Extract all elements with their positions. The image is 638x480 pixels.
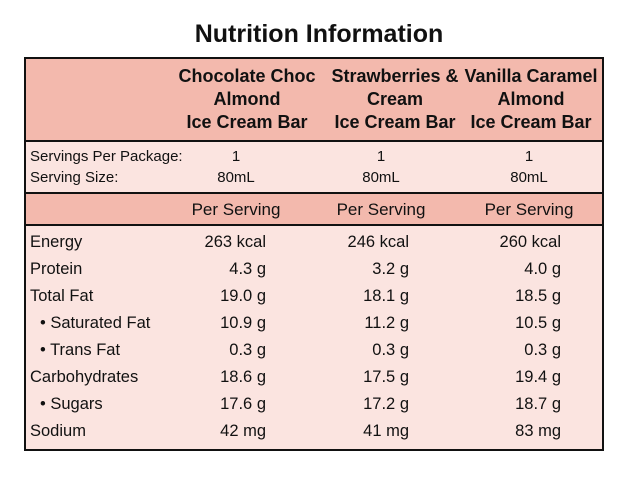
nutrient-value: 0.3 g — [372, 341, 409, 359]
nutrient-value: 246 kcal — [347, 233, 409, 251]
table-row: • Sugars 17.6 g 17.2 g 18.7 g — [26, 392, 602, 419]
product-header-1: Chocolate Choc Almond Ice Cream Bar — [172, 65, 322, 134]
table-row: Total Fat 19.0 g 18.1 g 18.5 g — [26, 284, 602, 311]
product-header-line: Almond — [497, 89, 565, 109]
product-header-line: Ice Cream Bar — [334, 112, 456, 132]
product-header-line: Cream — [366, 89, 424, 109]
nutrient-value: 19.4 g — [515, 368, 561, 386]
nutrient-name: • Saturated Fat — [40, 314, 151, 332]
nutrient-value: 4.0 g — [524, 260, 561, 278]
nutrient-value: 83 mg — [515, 422, 561, 440]
nutrient-value: 11.2 g — [364, 314, 409, 332]
nutrient-name: Sodium — [30, 422, 86, 440]
nutrient-value: 17.6 g — [220, 395, 266, 413]
serving-size-value: 80mL — [510, 169, 548, 186]
nutrient-value: 17.2 g — [363, 395, 409, 413]
nutrient-value: 42 mg — [220, 422, 266, 440]
product-header-row: Chocolate Choc Almond Ice Cream Bar Stra… — [26, 59, 602, 142]
nutrient-name: Total Fat — [30, 287, 94, 305]
nutrient-value: 263 kcal — [204, 233, 266, 251]
serving-size-label: Serving Size: — [30, 169, 119, 186]
product-header-line: Chocolate Choc — [178, 66, 316, 86]
nutrient-value: 260 kcal — [499, 233, 561, 251]
nutrient-value: 0.3 g — [229, 341, 266, 359]
nutrient-value: 0.3 g — [524, 341, 561, 359]
nutrient-value: 10.5 g — [515, 314, 561, 332]
table-row: Energy 263 kcal 246 kcal 260 kcal — [26, 230, 602, 257]
table-row: Protein 4.3 g 3.2 g 4.0 g — [26, 257, 602, 284]
nutrient-rows: Energy 263 kcal 246 kcal 260 kcal Protei… — [26, 230, 602, 446]
nutrient-name: Protein — [30, 260, 83, 278]
per-serving-label: Per Serving — [191, 200, 281, 219]
serving-info-section: Servings Per Package: Serving Size: 1 1 … — [26, 142, 602, 194]
nutrient-name: Carbohydrates — [30, 368, 139, 386]
serving-size-value: 80mL — [362, 169, 400, 186]
table-row: • Saturated Fat 10.9 g 11.2 g 10.5 g — [26, 311, 602, 338]
nutrient-value: 18.6 g — [220, 368, 266, 386]
page-title: Nutrition Information — [194, 20, 444, 48]
nutrient-value: 18.7 g — [515, 395, 561, 413]
nutrient-value: 17.5 g — [363, 368, 409, 386]
table-row: Carbohydrates 18.6 g 17.5 g 19.4 g — [26, 365, 602, 392]
nutrient-value: 41 mg — [363, 422, 409, 440]
servings-per-package-label: Servings Per Package: — [30, 148, 183, 165]
nutrient-value: 19.0 g — [220, 287, 266, 305]
nutrition-table: Chocolate Choc Almond Ice Cream Bar Stra… — [24, 57, 604, 451]
nutrient-value: 10.9 g — [220, 314, 266, 332]
product-header-line: Vanilla Caramel — [464, 66, 598, 86]
product-header-line: Ice Cream Bar — [470, 112, 592, 132]
table-row: Sodium 42 mg 41 mg 83 mg — [26, 419, 602, 446]
nutrient-value: 18.1 g — [363, 287, 409, 305]
nutrient-name: • Trans Fat — [40, 341, 121, 359]
product-header-line: Ice Cream Bar — [186, 112, 308, 132]
per-serving-label: Per Serving — [336, 200, 426, 219]
product-header-line: Strawberries & — [331, 66, 459, 86]
servings-value: 1 — [376, 148, 386, 165]
table-row: • Trans Fat 0.3 g 0.3 g 0.3 g — [26, 338, 602, 365]
per-serving-label: Per Serving — [484, 200, 574, 219]
nutrient-name: Energy — [30, 233, 83, 251]
nutrient-name: • Sugars — [40, 395, 103, 413]
per-serving-row: Per Serving Per Serving Per Serving — [26, 194, 602, 226]
nutrient-value: 18.5 g — [515, 287, 561, 305]
servings-value: 1 — [231, 148, 241, 165]
product-header-2: Strawberries & Cream Ice Cream Bar — [320, 65, 470, 134]
product-header-line: Almond — [213, 89, 281, 109]
nutrient-value: 4.3 g — [229, 260, 266, 278]
product-header-3: Vanilla Caramel Almond Ice Cream Bar — [456, 65, 606, 134]
nutrient-value: 3.2 g — [372, 260, 409, 278]
servings-value: 1 — [524, 148, 534, 165]
serving-size-value: 80mL — [217, 169, 255, 186]
